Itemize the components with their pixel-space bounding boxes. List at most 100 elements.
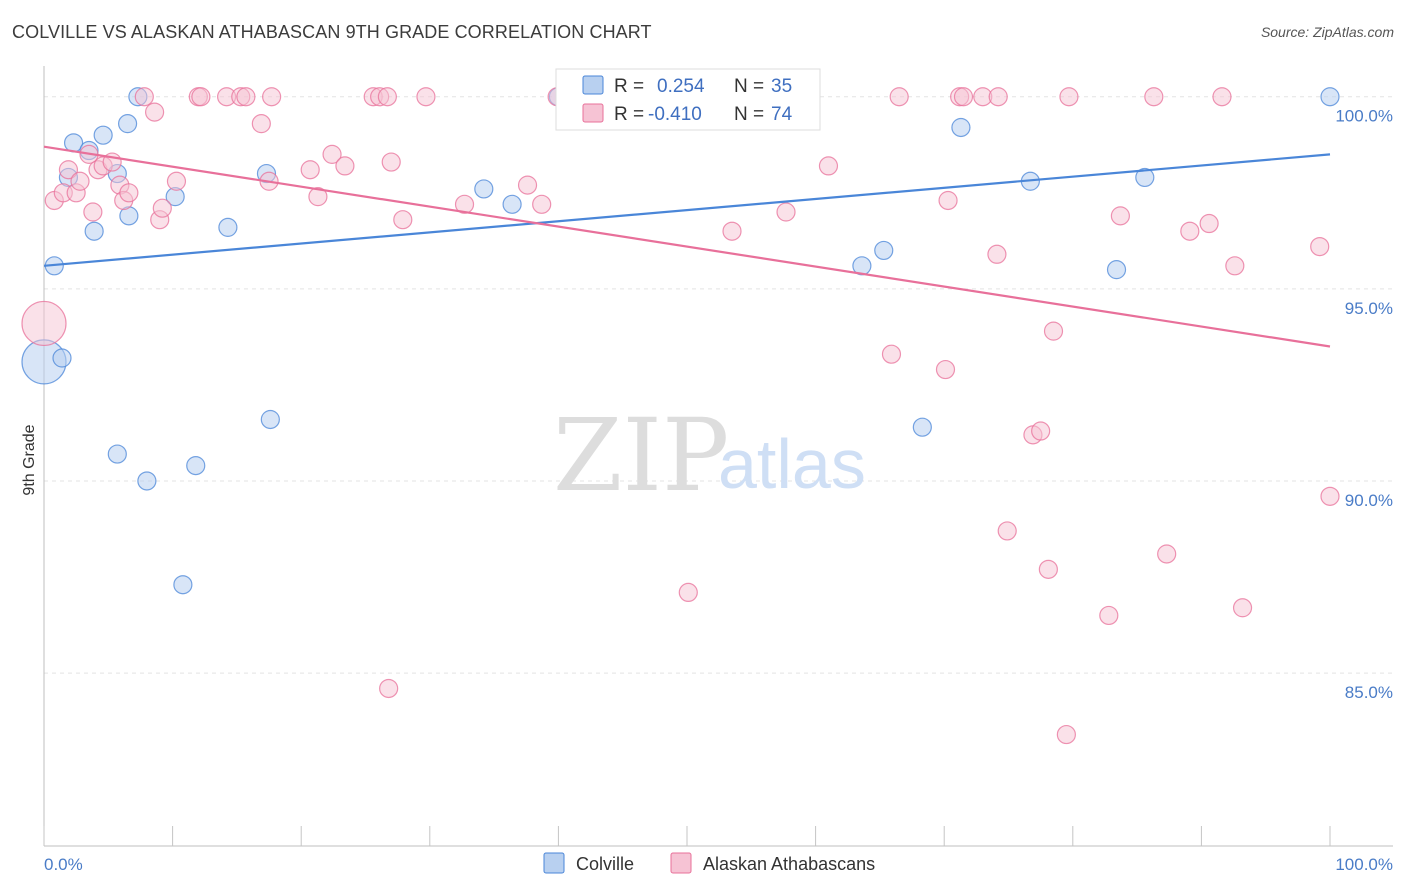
alaskan-point-5 [70,171,90,191]
alaskan-point-50 [935,359,956,380]
alaskan-point-61 [1043,321,1064,341]
colville-point-20 [474,179,494,199]
colville-point-32 [1135,167,1155,188]
chart-title: COLVILLE VS ALASKAN ATHABASCAN 9TH GRADE… [12,22,652,42]
colville-point-21 [502,194,522,214]
y-tick-label-0: 100.0% [1335,107,1393,126]
y-tick-labels: 100.0% 95.0% 90.0% 85.0% [1335,107,1393,702]
colville-swatch [582,75,604,95]
alaskan-n-label: N = [734,104,764,125]
colville-point-16 [186,456,206,476]
x-tick-label-max: 100.0% [1335,855,1393,874]
legend-alaskan-label: Alaskan Athabascans [703,854,875,874]
alaskan-point-51 [938,190,958,211]
alaskan-point-60 [1038,559,1058,579]
stats-legend: R = 0.254 N = 35 R = -0.410 N = 74 [555,68,821,131]
legend-colville-swatch [543,852,565,874]
grid-lines [44,96,1393,674]
alaskan-point-53 [953,87,974,107]
alaskan-n-value: 74 [771,104,793,125]
alaskan-point-74 [1320,486,1340,506]
alaskan-point-72 [1232,598,1253,618]
bottom-legend: Colville Alaskan Athabascans [543,852,875,874]
alaskan-point-27 [300,160,320,180]
alaskan-point-67 [1157,544,1177,564]
alaskan-point-37 [416,87,436,107]
alaskan-point-44 [722,221,742,241]
alaskan-point-73 [1310,236,1330,257]
alaskan-point-39 [517,175,538,195]
alaskan-swatch [582,103,604,123]
alaskan-point-35 [381,152,401,172]
series-colville [21,87,1340,595]
watermark-atlas: atlas [718,425,866,503]
alaskan-point-57 [997,521,1017,541]
alaskan-point-17 [152,198,172,218]
alaskan-point-13 [119,183,139,203]
colville-n-label: N = [734,76,764,97]
alaskan-point-36 [393,210,413,230]
alaskan-point-20 [191,87,211,107]
alaskan-point-30 [335,156,355,176]
source-label: Source: ZipAtlas.com [1260,24,1394,40]
alaskan-point-40 [532,194,552,214]
alaskan-point-26 [262,87,282,107]
y-axis-label: 9th Grade [21,424,38,495]
alaskan-point-62 [1056,724,1076,745]
alaskan-point-55 [987,244,1007,264]
alaskan-point-46 [776,202,796,222]
alaskan-point-38 [454,194,475,214]
colville-point-33 [1320,87,1340,107]
alaskan-point-34 [379,678,399,699]
colville-point-13 [137,471,157,491]
alaskan-point-70 [1212,87,1232,107]
watermark-zip: ZIP [553,397,729,514]
colville-point-27 [874,240,894,261]
y-tick-label-2: 90.0% [1345,491,1393,510]
alaskan-point-59 [1031,421,1051,441]
colville-point-17 [218,217,238,237]
alaskan-point-15 [144,102,165,122]
colville-r-value: 0.254 [657,76,705,97]
alaskan-point-24 [251,114,271,134]
alaskan-point-49 [889,87,909,107]
legend-alaskan-swatch [670,852,692,874]
colville-point-6 [84,221,104,241]
colville-point-19 [260,409,280,430]
alaskan-point-18 [166,171,187,191]
colville-r-label: R = [614,76,644,97]
colville-point-9 [107,444,127,464]
alaskan-point-69 [1199,213,1219,234]
colville-point-29 [951,117,971,138]
alaskan-point-65 [1110,206,1130,226]
alaskan-point-63 [1059,87,1079,107]
alaskan-point-3 [58,160,79,180]
alaskan-point-68 [1180,221,1200,241]
colville-point-31 [1106,260,1127,280]
alaskan-point-0 [21,300,67,347]
axes [43,66,1393,847]
alaskan-point-66 [1144,87,1164,107]
y-tick-label-3: 85.0% [1345,683,1393,702]
alaskan-point-48 [881,344,902,364]
colville-point-7 [93,125,113,145]
legend-colville-label: Colville [576,854,634,874]
alaskan-point-64 [1099,605,1119,626]
alaskan-trend-line [43,145,1331,348]
colville-n-value: 35 [771,76,792,97]
alaskan-point-14 [134,87,154,107]
alaskan-r-value: -0.410 [648,104,702,125]
trend-lines [43,145,1331,348]
alaskan-point-71 [1225,256,1245,276]
y-tick-label-1: 95.0% [1345,299,1393,318]
colville-point-28 [912,417,932,437]
alaskan-point-7 [83,202,103,222]
x-tick-label-min: 0.0% [44,855,83,874]
alaskan-point-47 [818,156,839,176]
colville-trend-line [43,153,1331,267]
alaskan-point-43 [678,582,698,603]
colville-point-2 [52,348,72,368]
alaskan-point-23 [236,87,256,107]
alaskan-point-56 [988,87,1008,107]
